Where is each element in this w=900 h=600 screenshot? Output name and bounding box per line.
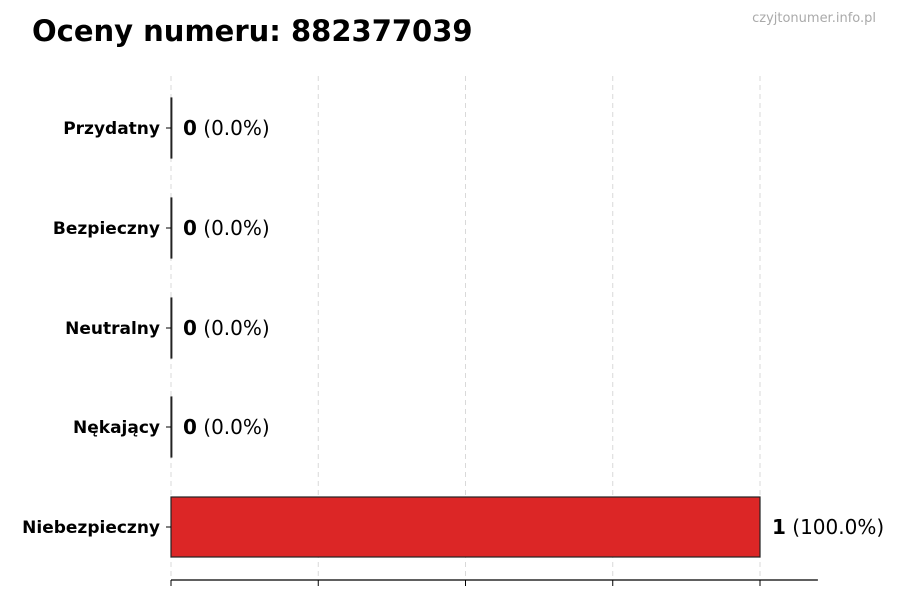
data-label-percent: (0.0%) [197,316,270,340]
bar-przydatny [170,97,173,159]
data-label-percent: (0.0%) [197,415,270,439]
category-label: Przydatny [63,119,160,139]
data-label-count: 0 [183,216,197,240]
data-label: 0 (0.0%) [183,116,270,140]
category-label: Bezpieczny [53,219,160,239]
category-label: Niebezpieczny [22,518,160,538]
data-label: 0 (0.0%) [183,415,270,439]
data-label: 1 (100.0%) [772,515,884,539]
data-label: 0 (0.0%) [183,316,270,340]
bar-neutralny [170,297,173,359]
bar-bezpieczny [170,197,173,259]
data-label-percent: (0.0%) [197,216,270,240]
data-label-count: 0 [183,316,197,340]
data-label-count: 0 [183,116,197,140]
category-label: Nękający [73,418,160,438]
data-label: 0 (0.0%) [183,216,270,240]
data-label-count: 0 [183,415,197,439]
data-label-percent: (100.0%) [786,515,884,539]
bar-nękający [170,396,173,458]
chart-title: Oceny numeru: 882377039 [32,14,473,48]
bar-niebezpieczny [170,496,761,558]
data-label-percent: (0.0%) [197,116,270,140]
data-label-count: 1 [772,515,786,539]
watermark: czyjtonumer.info.pl [752,11,876,26]
category-label: Neutralny [65,319,160,339]
